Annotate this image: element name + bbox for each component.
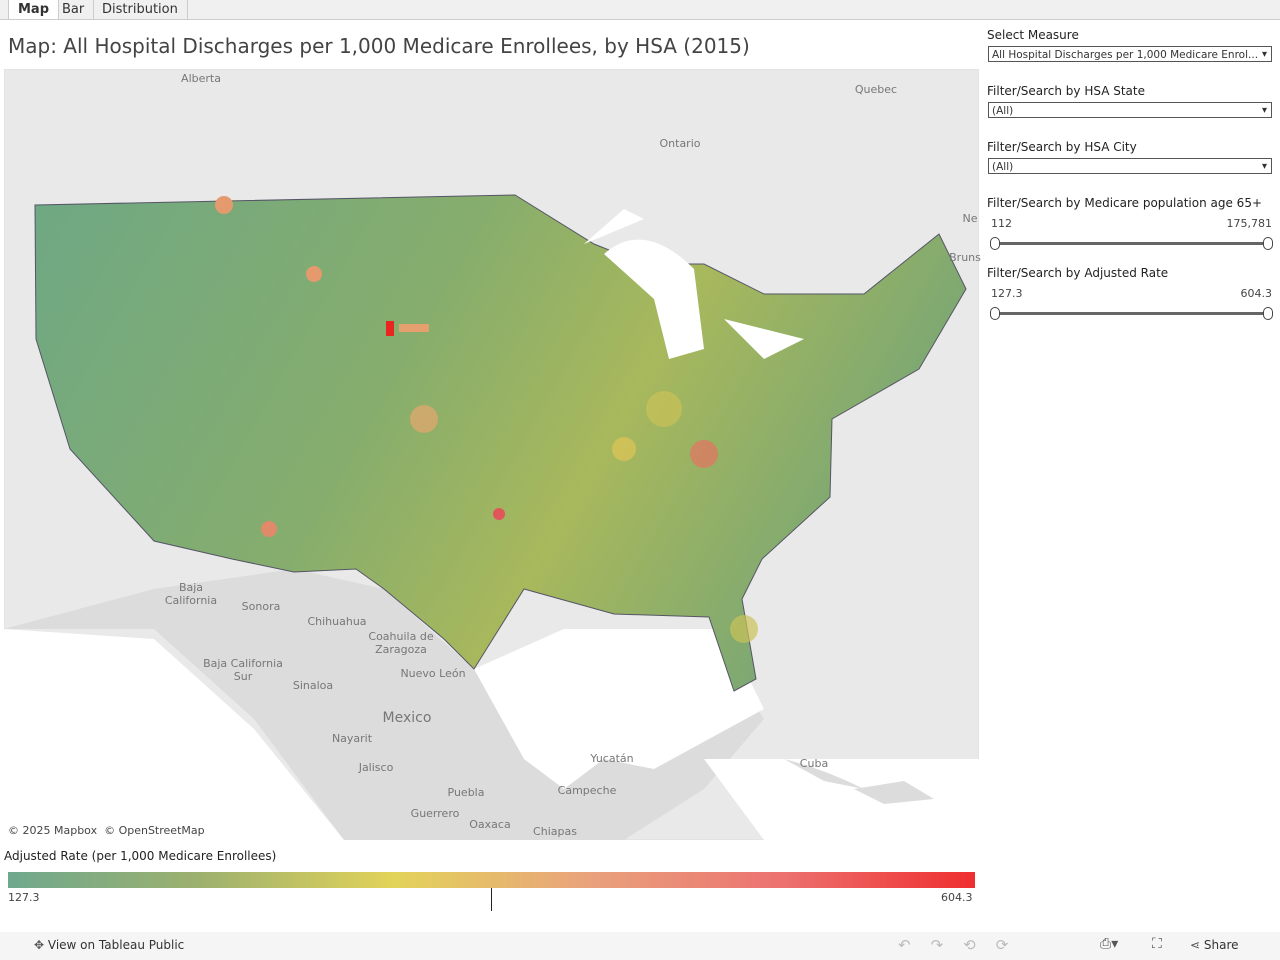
map-label: Oaxaca — [469, 818, 511, 831]
map-label: Puebla — [447, 786, 485, 799]
share-text: Share — [1203, 938, 1239, 952]
slider-min: 112 — [991, 217, 1012, 230]
slider-handle[interactable] — [990, 307, 1000, 320]
view-on-tableau[interactable]: ✥ View on Tableau Public — [34, 938, 185, 952]
us-hsa-regions — [34, 194, 967, 692]
map-label: Chihuahua — [307, 615, 367, 628]
state-dropdown[interactable]: (All) — [988, 102, 1272, 119]
legend-title: Adjusted Rate (per 1,000 Medicare Enroll… — [4, 849, 277, 863]
share[interactable]: ⋖ Share — [1190, 938, 1239, 952]
control-label: Select Measure — [987, 28, 1079, 42]
map-label: Cuba — [799, 757, 829, 770]
legend-gradient — [8, 872, 975, 888]
map-label: Quebec — [854, 83, 898, 96]
view-text: View on Tableau Public — [47, 938, 185, 952]
title: Map: All Hospital Discharges per 1,000 M… — [8, 34, 750, 58]
gulf — [474, 629, 764, 789]
map-label: Guerrero — [410, 807, 460, 820]
slider-handle[interactable] — [1263, 307, 1273, 320]
map-label: Sinaloa — [292, 679, 334, 692]
slider-max: 175,781 — [1226, 217, 1273, 230]
caribbean — [704, 759, 979, 840]
slider-track — [995, 312, 1269, 315]
slider-handle[interactable] — [990, 237, 1000, 250]
download[interactable]: ⎙▾ — [1100, 936, 1119, 952]
lake-michigan — [604, 239, 704, 359]
map-label: Ontario — [659, 137, 701, 150]
map-label: Coahuila de Zaragoza — [368, 630, 434, 656]
slider-max: 604.3 — [1240, 287, 1273, 300]
map-label: Sonora — [241, 600, 281, 613]
great-lakes — [584, 209, 804, 359]
map-label: Nayarit — [331, 732, 373, 745]
attribution[interactable]: © 2025 Mapbox © OpenStreetMap — [8, 824, 205, 837]
map-label: Baja California — [164, 581, 218, 607]
legend-max: 604.3 — [941, 891, 973, 904]
control-label: Filter/Search by Medicare population age… — [987, 196, 1263, 210]
map-label: Yucatán — [590, 752, 634, 765]
legend-min: 127.3 — [8, 891, 40, 904]
city-dropdown[interactable]: (All) — [988, 158, 1272, 175]
slider-min: 127.3 — [991, 287, 1023, 300]
undo-redo: ↶↷⟲⟳ — [898, 936, 1029, 954]
hotspots — [215, 196, 758, 643]
slider-track — [995, 242, 1269, 245]
fullscreen[interactable]: ⛶ — [1152, 936, 1162, 952]
control-label: Filter/Search by HSA State — [987, 84, 1145, 98]
map-label: Mexico — [382, 710, 432, 726]
map-label: Baja California Sur — [203, 657, 283, 683]
map-label: Ne — [962, 212, 978, 225]
map-label: Jalisco — [358, 761, 394, 774]
islands — [784, 759, 934, 804]
tab[interactable]: Distribution — [93, 0, 188, 19]
toolbar: ✥ View on Tableau Public ↶↷⟲⟳ ⎙▾ ⛶ ⋖ Sha… — [0, 932, 1280, 960]
slider-handle[interactable] — [1263, 237, 1273, 250]
map-label: Alberta — [181, 72, 221, 85]
control-label: Filter/Search by Adjusted Rate — [987, 266, 1169, 280]
tab[interactable]: Bar — [53, 0, 95, 19]
map — [4, 69, 979, 840]
map-label: Campeche — [557, 784, 617, 797]
tab[interactable]: Map — [8, 0, 60, 19]
map-label: Chiapas — [533, 825, 577, 838]
tab-bar: Map Bar Distribution — [0, 0, 1280, 20]
map-label: Nuevo León — [400, 667, 466, 680]
ocean — [4, 629, 344, 840]
legend-marker — [491, 888, 492, 911]
control-label: Filter/Search by HSA City — [987, 140, 1137, 154]
measure-dropdown[interactable]: All Hospital Discharges per 1,000 Medica… — [988, 46, 1272, 63]
map-label: Bruns — [949, 251, 981, 264]
